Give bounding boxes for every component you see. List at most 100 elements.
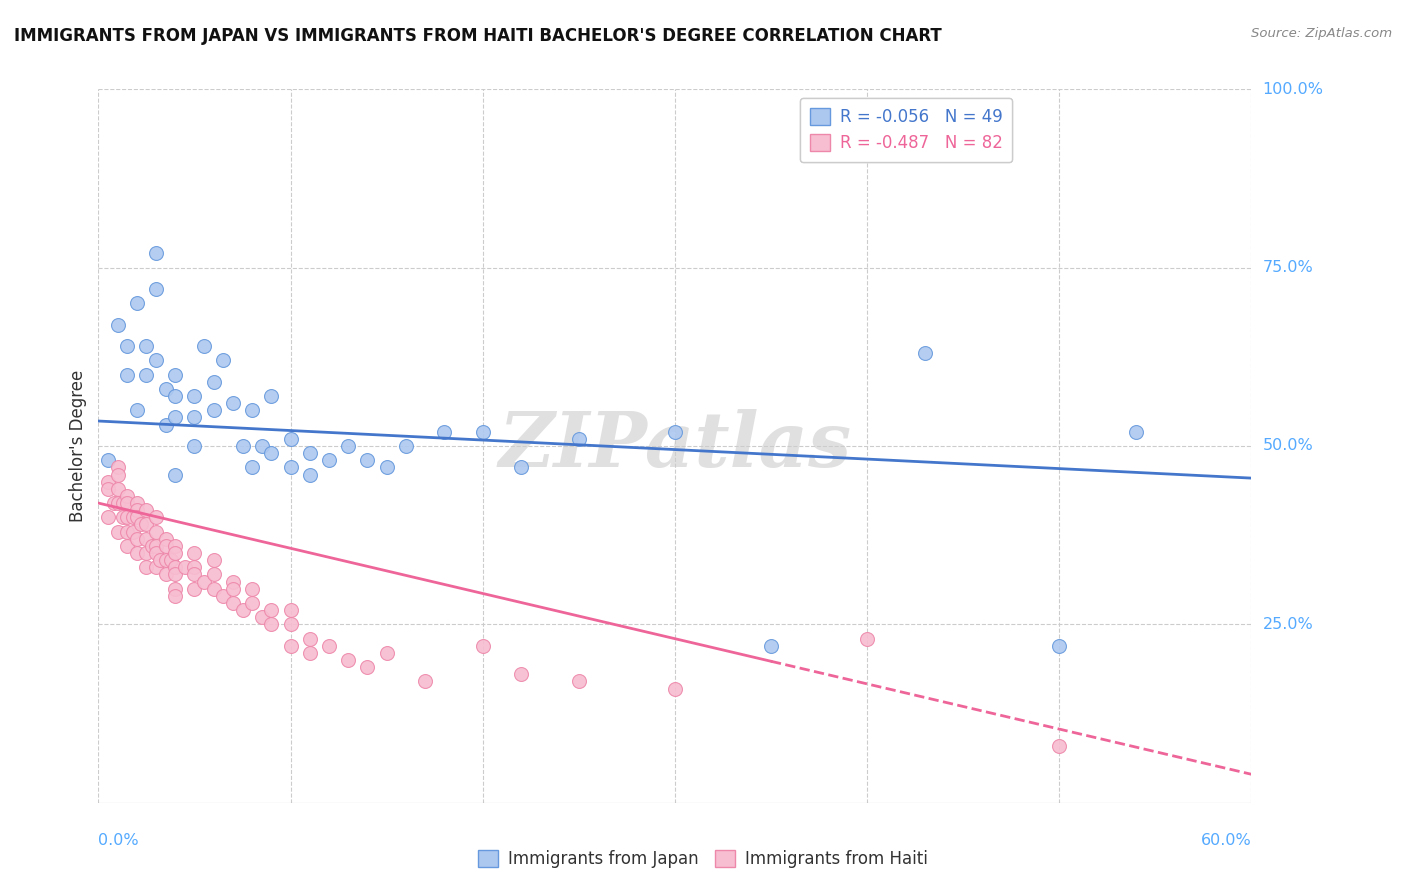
Point: [202, 582, 225, 596]
Point: [260, 617, 283, 632]
Y-axis label: Bachelor's Degree: Bachelor's Degree: [69, 370, 87, 522]
Point: [193, 574, 215, 589]
Point: [145, 246, 167, 260]
Point: [145, 560, 167, 574]
Point: [856, 632, 879, 646]
Legend: R = -0.056   N = 49, R = -0.487   N = 82: R = -0.056 N = 49, R = -0.487 N = 82: [800, 97, 1012, 162]
Point: [568, 674, 591, 689]
Text: 100.0%: 100.0%: [1263, 82, 1323, 96]
Point: [222, 582, 245, 596]
Point: [183, 410, 205, 425]
Point: [471, 425, 494, 439]
Text: Source: ZipAtlas.com: Source: ZipAtlas.com: [1251, 27, 1392, 40]
Point: [222, 396, 245, 410]
Point: [155, 382, 177, 396]
Point: [664, 425, 686, 439]
Point: [117, 368, 138, 382]
Point: [250, 439, 273, 453]
Point: [97, 453, 120, 467]
Point: [280, 639, 302, 653]
Point: [145, 353, 167, 368]
Point: [117, 510, 138, 524]
Point: [165, 389, 187, 403]
Point: [318, 639, 340, 653]
Point: [260, 603, 283, 617]
Point: [125, 532, 148, 546]
Point: [183, 439, 205, 453]
Point: [250, 610, 273, 624]
Point: [117, 339, 138, 353]
Point: [280, 603, 302, 617]
Point: [117, 524, 138, 539]
Point: [125, 496, 148, 510]
Text: 0.0%: 0.0%: [98, 833, 139, 848]
Point: [165, 410, 187, 425]
Point: [125, 403, 148, 417]
Point: [231, 439, 254, 453]
Point: [375, 460, 398, 475]
Point: [125, 296, 148, 310]
Point: [510, 667, 533, 681]
Point: [298, 467, 321, 482]
Point: [107, 460, 129, 475]
Point: [1047, 639, 1070, 653]
Point: [165, 368, 187, 382]
Point: [183, 567, 205, 582]
Point: [145, 282, 167, 296]
Point: [117, 539, 138, 553]
Legend: Immigrants from Japan, Immigrants from Haiti: Immigrants from Japan, Immigrants from H…: [471, 843, 935, 875]
Point: [471, 639, 494, 653]
Point: [145, 539, 167, 553]
Point: [433, 425, 456, 439]
Point: [914, 346, 936, 360]
Point: [759, 639, 782, 653]
Point: [337, 653, 360, 667]
Point: [135, 368, 157, 382]
Point: [145, 546, 167, 560]
Point: [107, 318, 129, 332]
Text: ZIPatlas: ZIPatlas: [498, 409, 852, 483]
Point: [202, 553, 225, 567]
Point: [1125, 425, 1147, 439]
Point: [1047, 739, 1070, 753]
Point: [337, 439, 360, 453]
Point: [240, 460, 263, 475]
Point: [155, 553, 177, 567]
Point: [260, 446, 283, 460]
Point: [298, 646, 321, 660]
Point: [107, 482, 129, 496]
Point: [129, 517, 152, 532]
Point: [112, 510, 135, 524]
Point: [141, 539, 163, 553]
Point: [510, 460, 533, 475]
Point: [240, 582, 263, 596]
Point: [122, 510, 145, 524]
Point: [107, 496, 129, 510]
Text: IMMIGRANTS FROM JAPAN VS IMMIGRANTS FROM HAITI BACHELOR'S DEGREE CORRELATION CHA: IMMIGRANTS FROM JAPAN VS IMMIGRANTS FROM…: [14, 27, 942, 45]
Point: [107, 524, 129, 539]
Point: [97, 510, 120, 524]
Text: 75.0%: 75.0%: [1263, 260, 1313, 275]
Point: [183, 582, 205, 596]
Point: [125, 510, 148, 524]
Point: [135, 532, 157, 546]
Text: 25.0%: 25.0%: [1263, 617, 1313, 632]
Point: [298, 446, 321, 460]
Point: [174, 560, 197, 574]
Point: [193, 339, 215, 353]
Point: [395, 439, 418, 453]
Point: [231, 603, 254, 617]
Text: 50.0%: 50.0%: [1263, 439, 1313, 453]
Point: [568, 432, 591, 446]
Point: [413, 674, 436, 689]
Point: [155, 532, 177, 546]
Point: [356, 660, 378, 674]
Point: [155, 417, 177, 432]
Point: [222, 596, 245, 610]
Point: [122, 524, 145, 539]
Point: [155, 539, 177, 553]
Point: [356, 453, 378, 467]
Point: [222, 574, 245, 589]
Point: [183, 389, 205, 403]
Point: [375, 646, 398, 660]
